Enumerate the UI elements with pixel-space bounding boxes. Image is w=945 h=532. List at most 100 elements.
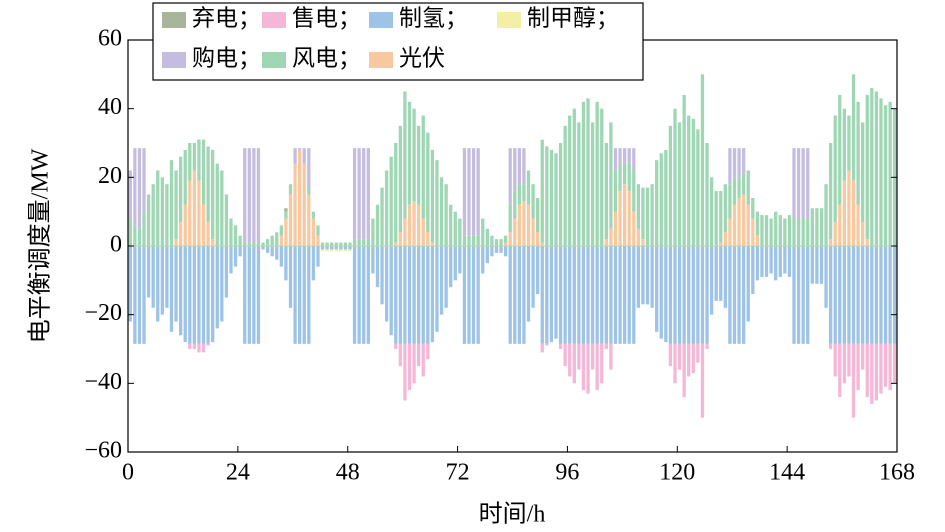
bar-segment	[879, 246, 883, 344]
legend-swatch	[262, 12, 286, 28]
bar-segment	[883, 246, 888, 344]
bar-segment	[792, 218, 796, 246]
bar-segment	[719, 246, 723, 301]
bar-segment	[540, 139, 544, 243]
bar-segment	[874, 246, 879, 344]
bar-segment	[357, 239, 361, 246]
bar-segment	[659, 246, 663, 339]
bar-segment	[485, 246, 489, 264]
bar-segment	[467, 246, 471, 344]
bar-segment	[801, 148, 805, 219]
bar-segment	[874, 91, 879, 246]
bar-segment	[142, 211, 146, 246]
bar-segment	[604, 343, 608, 349]
bar-segment	[673, 246, 677, 344]
bar-segment	[742, 148, 746, 174]
bar-segment	[815, 208, 819, 246]
bar-segment	[298, 246, 302, 344]
bar-segment	[174, 239, 178, 246]
bar-segment	[174, 246, 178, 322]
bar-segment	[865, 343, 869, 398]
bar-segment	[334, 242, 338, 246]
bar-segment	[600, 343, 604, 384]
bar-segment	[531, 246, 535, 308]
bar-segment	[252, 246, 256, 344]
bar-segment	[737, 177, 741, 198]
bar-segment	[838, 343, 842, 398]
bar-segment	[563, 246, 567, 344]
bar-segment	[737, 197, 741, 246]
bar-segment	[146, 194, 151, 246]
bar-segment	[384, 170, 389, 246]
bar-segment	[586, 246, 590, 344]
bar-segment	[851, 180, 856, 246]
bar-segment	[449, 204, 453, 246]
bar-segment	[206, 221, 210, 246]
bar-segment	[577, 122, 581, 246]
bar-segment	[755, 246, 760, 281]
bar-segment	[201, 139, 206, 205]
bar-segment	[229, 218, 233, 246]
bar-segment	[806, 148, 810, 219]
bar-segment	[224, 194, 229, 246]
bar-segment	[307, 194, 311, 246]
bar-segment	[412, 343, 416, 384]
bar-segment	[426, 232, 430, 246]
bar-segment	[517, 246, 522, 344]
y-tick-label: 40	[98, 94, 122, 120]
bar-segment	[728, 218, 732, 246]
bar-segment	[540, 242, 544, 246]
bar-segment	[279, 246, 283, 267]
bar-segment	[325, 242, 329, 246]
bar-segment	[549, 246, 554, 343]
bar-segment	[517, 148, 522, 185]
bar-segment	[453, 211, 457, 246]
x-tick-label: 0	[122, 460, 134, 486]
bar-segment	[357, 148, 361, 240]
bar-segment	[403, 343, 407, 401]
bar-segment	[211, 246, 215, 343]
bar-segment	[513, 148, 517, 192]
bar-segment	[384, 246, 389, 322]
bar-segment	[417, 343, 421, 367]
bar-segment	[389, 156, 393, 246]
bar-segment	[215, 163, 219, 246]
bar-segment	[723, 232, 727, 246]
bar-segment	[549, 149, 554, 246]
bar-segment	[298, 149, 302, 246]
bar-segment	[851, 343, 856, 418]
bar-segment	[600, 246, 604, 344]
bar-segment	[838, 204, 842, 246]
bar-segment	[668, 125, 673, 246]
legend-swatch	[162, 52, 186, 68]
bar-segment	[618, 191, 622, 246]
bar-segment	[146, 246, 151, 298]
bar-segment	[169, 246, 174, 332]
bar-segment	[476, 246, 480, 344]
bar-segment	[421, 246, 425, 344]
bar-segment	[764, 246, 769, 277]
bar-segment	[847, 170, 851, 246]
bar-segment	[842, 108, 847, 181]
bar-segment	[462, 246, 467, 344]
bar-segment	[394, 242, 398, 246]
bar-segment	[430, 242, 435, 246]
bar-segment	[339, 242, 343, 246]
bar-segment	[417, 204, 421, 246]
bar-segment	[330, 246, 334, 250]
bar-segment	[618, 163, 622, 192]
bar-segment	[787, 215, 792, 246]
bar-segment	[595, 101, 599, 246]
bar-segment	[211, 149, 215, 240]
bar-segment	[545, 246, 549, 344]
bar-segment	[330, 249, 334, 252]
bar-segment	[513, 218, 517, 246]
bar-segment	[220, 246, 224, 322]
bar-segment	[316, 225, 320, 236]
bar-segment	[183, 149, 187, 205]
bar-segment	[201, 343, 206, 353]
bar-segment	[288, 194, 293, 246]
bar-segment	[188, 343, 192, 349]
x-tick-label: 72	[446, 460, 470, 486]
bar-segment	[655, 160, 659, 246]
